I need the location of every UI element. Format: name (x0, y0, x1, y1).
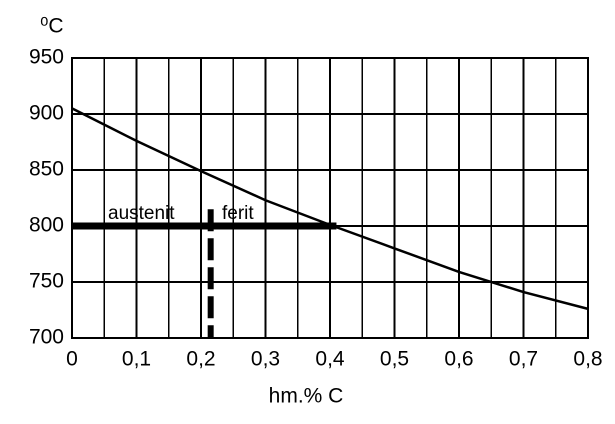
y-tick-label: 950 (29, 46, 64, 69)
y-tick-label: 750 (29, 270, 64, 293)
x-tick-label: 0,2 (186, 348, 215, 371)
y-tick-label: 850 (29, 158, 64, 181)
x-tick-label: 0,3 (251, 348, 280, 371)
x-tick-label: 0,8 (573, 348, 602, 371)
x-tick-label: 0,5 (380, 348, 409, 371)
y-tick-label: 700 (29, 326, 64, 349)
x-tick-label: 0,6 (444, 348, 473, 371)
x-axis-label: hm.% C (269, 385, 344, 408)
y-tick-label: 800 (29, 214, 64, 237)
x-tick-label: 0,7 (509, 348, 538, 371)
y-tick-label: 900 (29, 102, 64, 125)
plot-border (71, 57, 589, 339)
x-tick-label: 0 (66, 348, 78, 371)
annotation: austenit (108, 203, 175, 224)
annotation: ferit (222, 203, 254, 224)
y-axis-label: ⁰C (40, 15, 64, 38)
x-tick-label: 0,1 (122, 348, 151, 371)
x-tick-label: 0,4 (315, 348, 345, 371)
